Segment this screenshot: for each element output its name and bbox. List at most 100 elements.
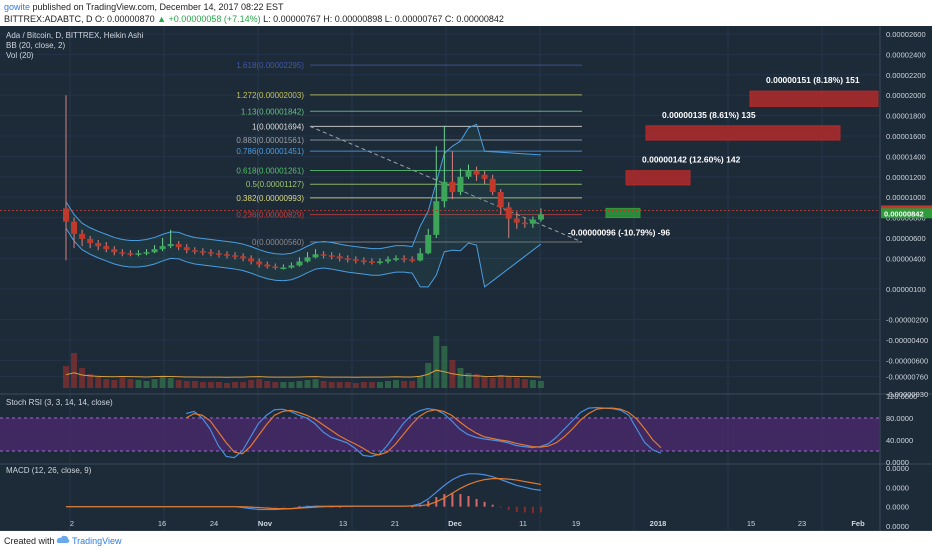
time-tick: 16 [158,519,166,528]
volume-bar [119,378,126,388]
volume-bar [296,381,303,388]
volume-bar [352,383,359,388]
candle-body [505,207,512,219]
price-tick: 0.00002000 [886,91,926,100]
price-tick: 0.00001200 [886,173,926,182]
volume-bar [312,379,319,388]
volume-bar [368,382,375,388]
volume-bar [199,382,206,388]
cloud-logo-icon [56,535,70,547]
fib-label: 0.382(0.00000993) [236,194,304,203]
volume-bar [248,380,255,388]
volume-bar [280,382,287,388]
candle-body [191,250,198,252]
candle-body [473,170,480,175]
macd-histogram-bar [531,506,534,513]
volume-bar [513,378,520,388]
candles [63,95,544,270]
macd-histogram-bar [499,506,502,508]
candle-body [352,259,359,261]
volume-bar [87,374,94,388]
high-value: H: 0.00000898 [323,14,383,24]
volume-bar [521,379,528,388]
macd-histogram-bar [467,496,470,507]
candle-body [449,181,456,193]
target-box [625,170,691,186]
candle-body [240,256,247,259]
created-with: Created with [4,536,55,546]
volume-bar [473,374,480,388]
macd-tick: 0.0000 [886,464,909,473]
fib-label: 1.13(0.00001842) [241,107,305,116]
price-tick: 0.00001600 [886,132,926,141]
fib-label: 1(0.00001694) [252,122,304,131]
volume-bar [135,380,142,388]
time-tick: 13 [339,519,347,528]
volume-bar [240,382,247,388]
candle-body [336,256,343,259]
macd-histogram-bar [523,506,526,513]
volume-bar [425,363,432,388]
candle-body [280,267,287,270]
macd-histogram-bar [298,506,301,508]
stoch-tick: 80.0000 [886,414,913,423]
fib-label: 1.618(0.00002295) [236,61,304,70]
volume-bar [111,380,118,388]
volume-bar [127,379,134,388]
volume-bar [465,373,472,388]
time-tick: 11 [519,519,527,528]
volume-bar [63,366,69,388]
volume-bar [417,376,424,388]
tradingview-link[interactable]: TradingView [72,536,122,546]
candle-body [417,253,424,261]
chart-stage[interactable]: 1.618(0.00002295) 1.272(0.00002003) 1.13(0… [0,26,932,532]
candle-body [296,261,303,266]
candle-body [256,261,263,265]
price-tick: 0.00000100 [886,285,926,294]
volume-bar [167,378,174,388]
time-tick: 21 [391,519,399,528]
bb-lower [65,228,542,288]
fib-label: 0(0.00000560) [252,238,304,247]
target-label: 0.00000135 (8.61%) 135 [662,110,756,120]
bollinger-bands [65,123,542,288]
candle-body [135,253,142,255]
candle-body [207,252,214,254]
candle-body [344,258,351,260]
candle-body [393,258,400,260]
macd-histogram-bar [475,498,478,507]
up-arrow-icon: ▲ [157,14,167,24]
price-label-box [881,208,932,219]
price-label: 0.00000842 [884,209,924,218]
macd-histogram-bar [451,493,454,507]
candle-body [143,252,150,254]
candle-body [95,243,102,247]
candle-body [79,233,86,239]
macd-histogram-bar [491,504,494,507]
candle-body [521,222,528,225]
macd-histogram-bar [411,506,414,508]
candle-body [409,259,416,261]
publish-line: gowite published on TradingView.com, Dec… [4,2,284,12]
target-label: 0.00000142 (12.60%) 142 [642,155,741,165]
price-tick: 0.00002200 [886,71,926,80]
fib-label: 1.272(0.00002003) [236,91,304,100]
price-tick: 0.00001800 [886,112,926,121]
volume-bar [79,368,86,388]
author-link[interactable]: gowite [4,2,31,12]
volume-bar [143,381,150,388]
time-tick: Feb [851,519,865,528]
candle-body [441,181,448,202]
time-tick: 2 [70,519,74,528]
candle-body [63,208,69,222]
volume-bar [151,379,158,388]
volume-bar [441,346,448,388]
chart-svg[interactable]: 1.618(0.00002295) 1.272(0.00002003) 1.13(0… [0,26,932,532]
change-value: +0.00000058 (+7.14%) [168,14,261,24]
volume-bar [360,382,367,388]
legend-bb: BB (20, close, 2) [6,41,65,50]
low2-value: L: 0.00000767 [384,14,443,24]
fib-label: 0.236(0.00000829) [236,211,304,220]
candle-body [232,255,239,257]
target-box [605,207,641,219]
